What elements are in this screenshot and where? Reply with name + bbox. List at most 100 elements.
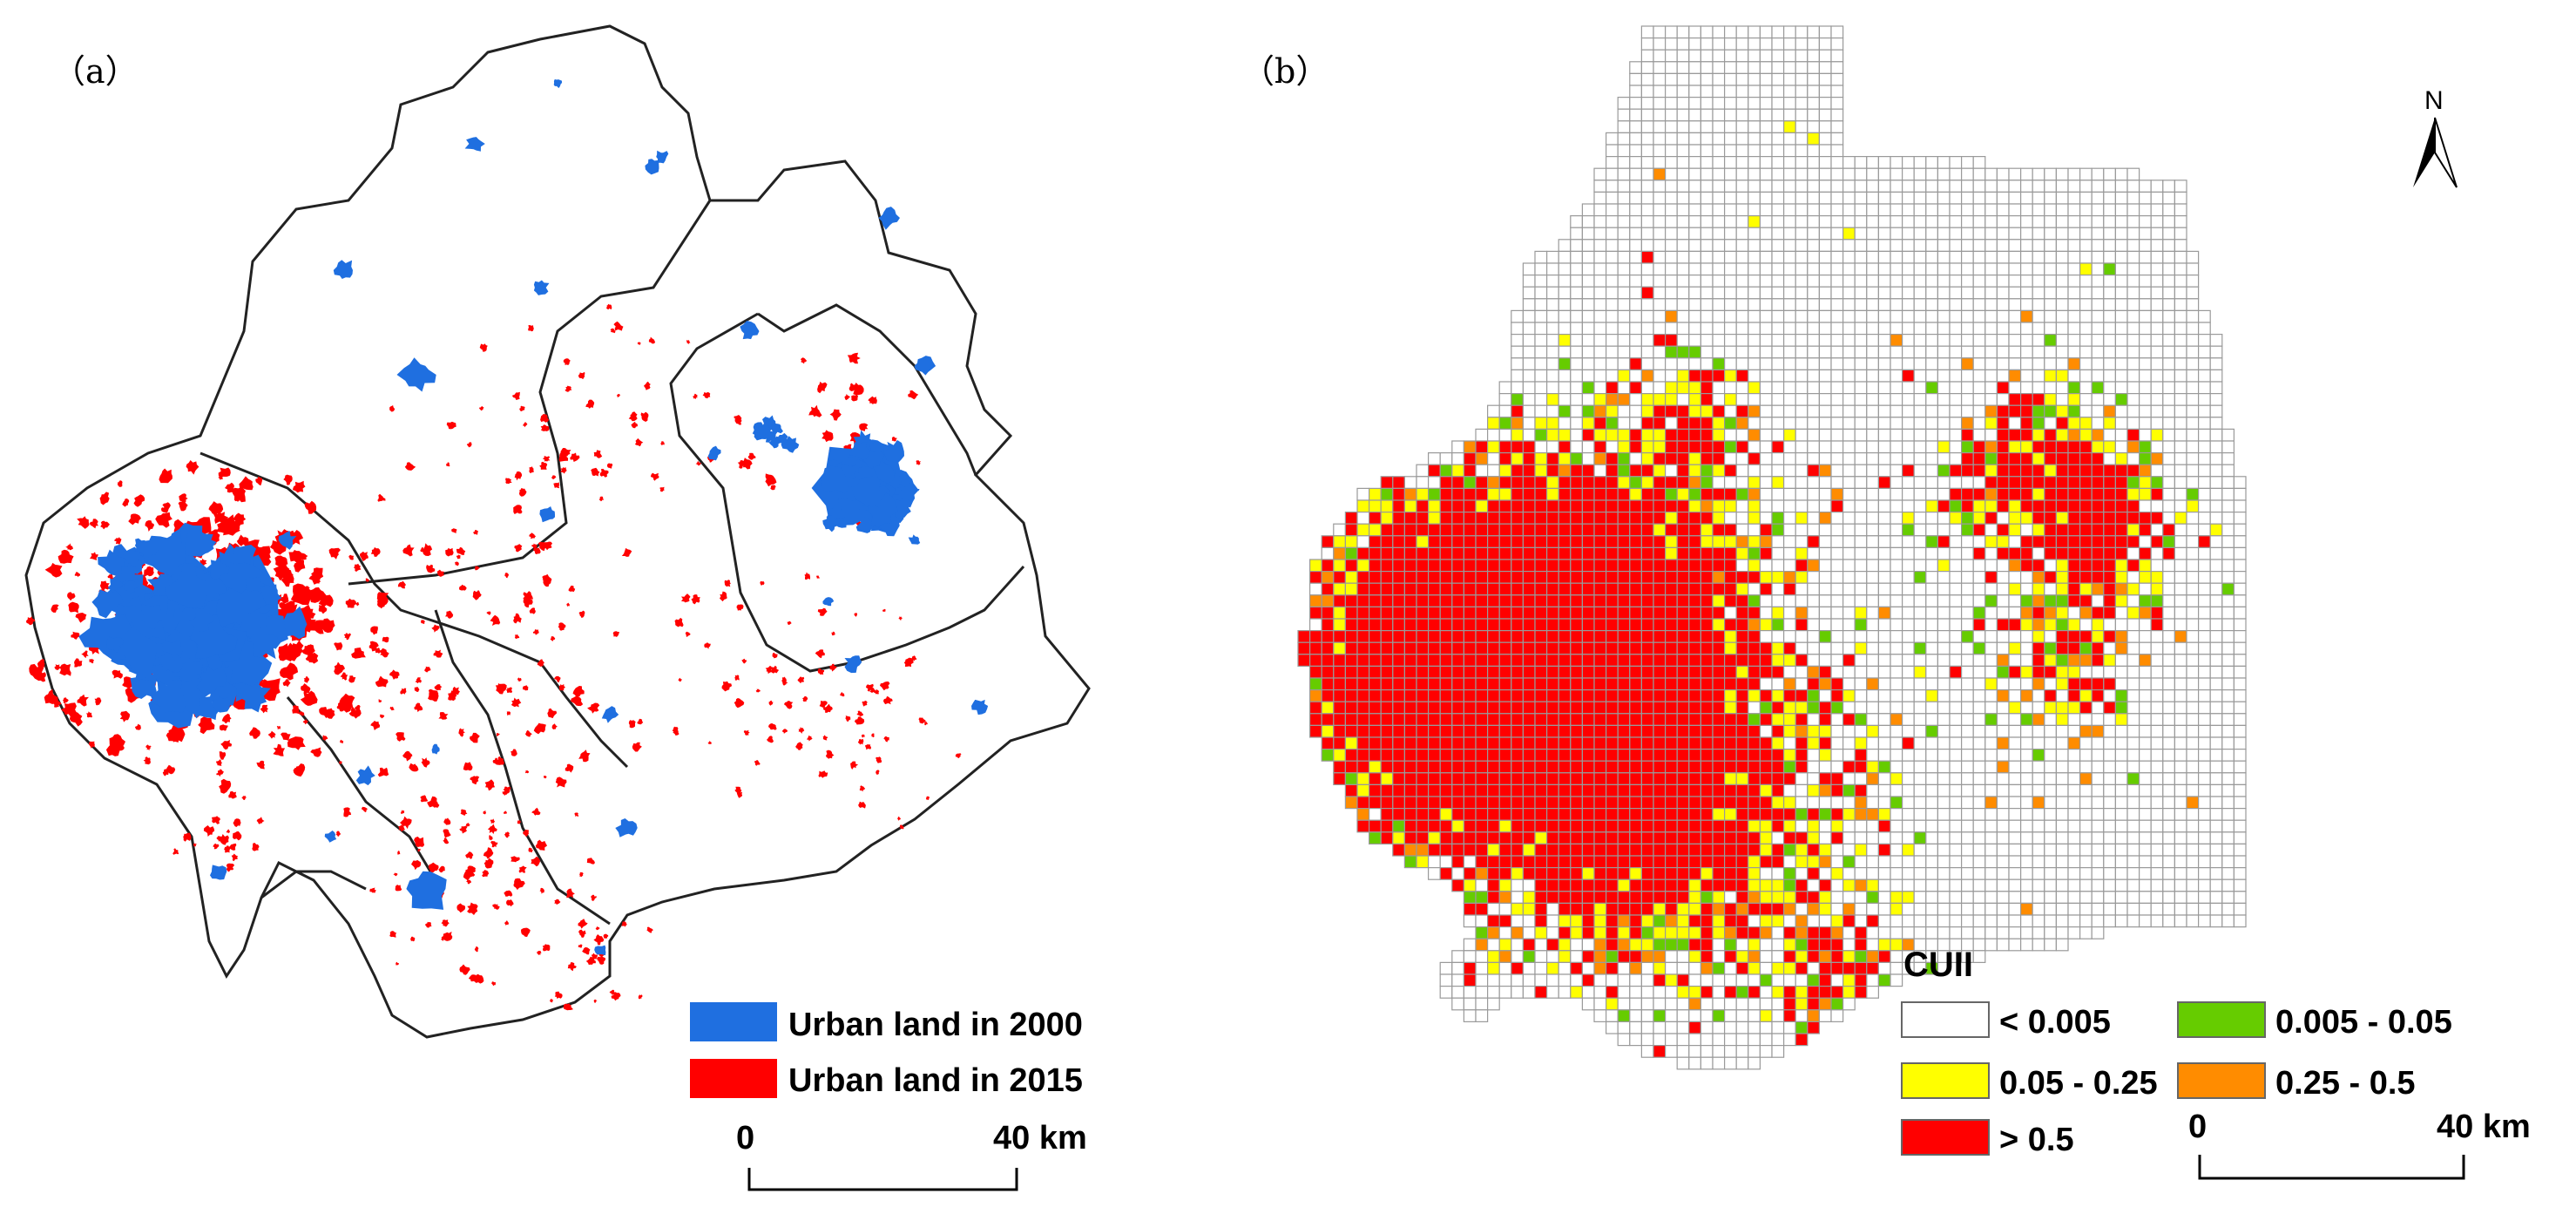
cuii-cell-gt-05	[1439, 724, 1453, 738]
cuii-cell-gt-05	[2079, 535, 2093, 548]
cuii-cell-lt-0005	[2139, 760, 2152, 774]
urban-2015-patch	[613, 321, 624, 331]
cuii-cell-gt-05	[1605, 807, 1619, 821]
cuii-cell-lt-0005	[1795, 25, 1809, 39]
urban-2015-patch	[409, 763, 419, 772]
cuii-cell-gt-05	[1403, 748, 1417, 762]
cuii-cell-lt-0005	[1558, 417, 1572, 430]
cuii-cell-lt-0005	[1771, 334, 1785, 347]
cuii-cell-gt-05	[1534, 618, 1548, 632]
cuii-cell-005-025	[2020, 665, 2033, 679]
urban-2015-patch	[159, 468, 172, 484]
cuii-cell-lt-0005	[1842, 191, 1856, 205]
cuii-cell-gt-05	[1996, 451, 2010, 465]
cuii-cell-gt-05	[1676, 665, 1690, 679]
cuii-cell-lt-0005	[1890, 357, 1903, 370]
cuii-cell-lt-0005	[2186, 381, 2200, 395]
cuii-cell-lt-0005	[1795, 345, 1809, 359]
cuii-cell-lt-0005	[1735, 25, 1749, 39]
cuii-cell-lt-0005	[1949, 748, 1963, 762]
cuii-cell-lt-0005	[1996, 369, 2010, 383]
cuii-cell-lt-0005	[1937, 345, 1951, 359]
cuii-cell-gt-05	[1771, 440, 1785, 454]
cuii-cell-lt-0005	[1653, 369, 1667, 383]
urban-2015-patch	[179, 493, 188, 504]
cuii-cell-005-025	[1653, 393, 1667, 406]
urban-2015-patch	[228, 790, 237, 799]
cuii-cell-gt-05	[1735, 629, 1749, 643]
cuii-cell-gt-05	[1522, 736, 1536, 750]
cuii-cell-lt-0005	[2008, 227, 2022, 241]
cuii-cell-lt-0005	[1700, 298, 1714, 311]
cuii-cell-gt-05	[1640, 499, 1654, 513]
cuii-cell-lt-0005	[2221, 748, 2235, 762]
cuii-cell-lt-0005	[1925, 665, 1939, 679]
cuii-cell-lt-0005	[1961, 191, 1974, 205]
cuii-cell-005-025	[1925, 688, 1939, 702]
urban-2015-patch	[293, 763, 306, 777]
cuii-cell-gt-05	[1640, 618, 1654, 632]
cuii-cell-0005-005	[1380, 487, 1394, 501]
cuii-cell-lt-0005	[1748, 61, 1761, 75]
cuii-cell-lt-0005	[1676, 72, 1690, 86]
cuii-cell-005-025	[1937, 559, 1951, 573]
cuii-cell-lt-0005	[1782, 156, 1796, 169]
cuii-cell-lt-0005	[1748, 132, 1761, 146]
urban-2015-patch	[544, 776, 547, 779]
cuii-cell-gt-05	[2067, 440, 2081, 454]
cuii-cell-lt-0005	[1617, 298, 1631, 311]
cuii-cell-lt-0005	[1877, 275, 1891, 288]
cuii-cell-0005-005	[2067, 381, 2081, 395]
cuii-cell-gt-05	[1558, 654, 1572, 667]
urban-2000-patch	[615, 818, 638, 838]
cuii-cell-lt-0005	[1570, 275, 1584, 288]
urban-2015-patch	[740, 458, 753, 470]
cuii-cell-lt-0005	[1842, 618, 1856, 632]
cuii-cell-lt-0005	[1735, 132, 1749, 146]
urban-2015-patch	[322, 735, 328, 741]
cuii-cell-005-025	[1333, 559, 1347, 573]
cuii-cell-lt-0005	[1782, 606, 1796, 620]
cuii-cell-gt-05	[1676, 688, 1690, 702]
cuii-cell-gt-05	[1451, 796, 1465, 810]
cuii-cell-lt-0005	[2114, 772, 2128, 785]
cuii-cell-lt-0005	[1902, 262, 1915, 276]
cuii-cell-lt-0005	[1782, 546, 1796, 560]
cuii-cell-lt-0005	[1925, 369, 1939, 383]
cuii-cell-gt-05	[1795, 748, 1809, 762]
cuii-cell-lt-0005	[1949, 167, 1963, 181]
cuii-cell-lt-0005	[1759, 96, 1773, 110]
cuii-cell-gt-05	[1771, 665, 1785, 679]
cuii-cell-lt-0005	[2020, 250, 2033, 264]
cuii-cell-gt-05	[1451, 654, 1465, 667]
cuii-cell-gt-05	[1629, 440, 1643, 454]
cuii-cell-lt-0005	[1782, 381, 1796, 395]
cuii-cell-lt-0005	[2126, 180, 2140, 193]
cuii-cell-lt-0005	[2209, 688, 2223, 702]
cuii-cell-gt-05	[1593, 665, 1607, 679]
cuii-cell-lt-0005	[2198, 582, 2211, 596]
cuii-cell-gt-05	[1403, 701, 1417, 715]
cuii-cell-lt-0005	[1818, 262, 1832, 276]
cuii-cell-lt-0005	[1972, 345, 1986, 359]
cuii-cell-lt-0005	[2162, 298, 2176, 311]
cuii-cell-lt-0005	[1782, 250, 1796, 264]
urban-2015-patch	[133, 494, 145, 507]
cuii-cell-lt-0005	[2114, 191, 2128, 205]
cuii-cell-gt-05	[1380, 535, 1394, 548]
cuii-cell-005-025	[1748, 499, 1761, 513]
cuii-cell-lt-0005	[1676, 275, 1690, 288]
cuii-cell-025-05	[2032, 713, 2045, 726]
cuii-cell-gt-05	[1640, 511, 1654, 525]
cuii-cell-lt-0005	[1972, 594, 1986, 607]
cuii-cell-gt-05	[1640, 748, 1654, 762]
cuii-cell-lt-0005	[1996, 701, 2010, 715]
cuii-cell-gt-05	[1416, 783, 1430, 797]
cuii-cell-gt-05	[2020, 393, 2033, 406]
urban-2015-patch	[899, 824, 904, 830]
cuii-cell-gt-05	[1723, 618, 1737, 632]
cuii-cell-gt-05	[1403, 654, 1417, 667]
cuii-cell-gt-05	[1629, 428, 1643, 442]
cuii-cell-gt-05	[1463, 559, 1477, 573]
urban-2000-patch	[740, 321, 760, 340]
